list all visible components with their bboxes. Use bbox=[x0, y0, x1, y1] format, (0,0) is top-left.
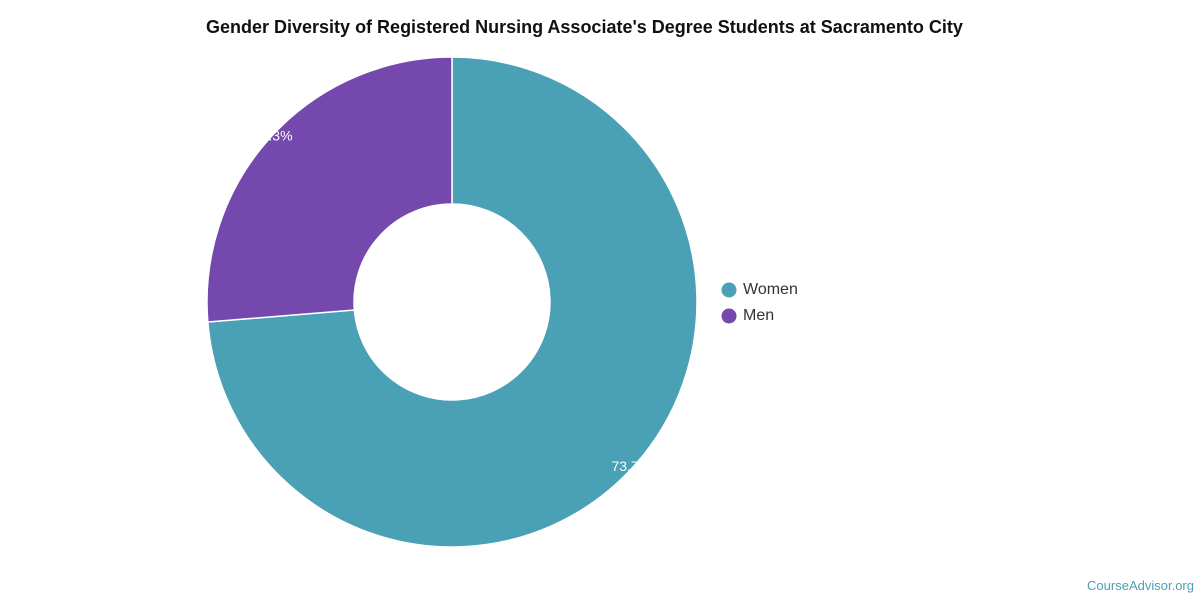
legend-item-men[interactable]: Men bbox=[721, 307, 775, 324]
slice-women[interactable] bbox=[207, 56, 698, 548]
legend-label-men: Men bbox=[743, 307, 774, 324]
legend-item-women[interactable]: Women bbox=[721, 281, 798, 298]
slice-label-women: 73.7% bbox=[611, 458, 651, 474]
legend-marker-women bbox=[721, 282, 737, 298]
legend-label-women: Women bbox=[743, 281, 798, 298]
chart-title: Gender Diversity of Registered Nursing A… bbox=[206, 17, 963, 37]
legend-marker-men bbox=[721, 308, 737, 324]
slice-label-men: 26.3% bbox=[253, 127, 293, 143]
watermark-link[interactable]: CourseAdvisor.org bbox=[1087, 578, 1194, 593]
slice-men[interactable] bbox=[206, 56, 453, 323]
